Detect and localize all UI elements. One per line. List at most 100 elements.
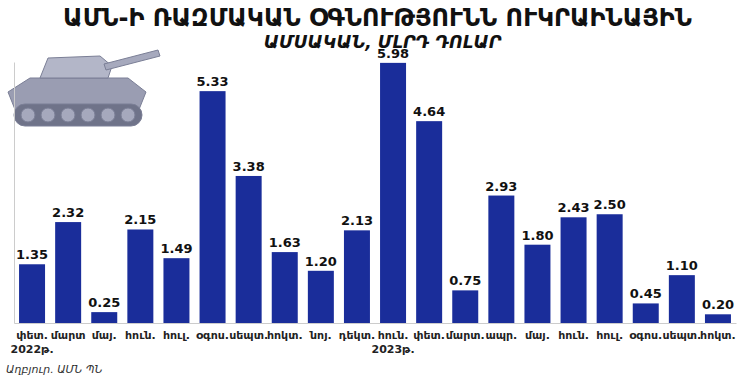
x-tick-label: ապր. — [485, 329, 517, 342]
x-tick-label: փետ.2022թ. — [10, 329, 53, 356]
tank-wheel — [41, 108, 55, 122]
x-tick: նոյ. — [309, 329, 332, 342]
x-tick-label-line: 2022թ. — [10, 343, 53, 356]
x-tick-label-line: հուն. — [378, 329, 409, 342]
bar — [416, 121, 442, 323]
x-tick: հուն. — [125, 329, 156, 342]
x-tick-label-line: ապր. — [485, 329, 517, 342]
tank-barrel — [104, 50, 160, 70]
bar — [19, 264, 45, 323]
x-tick-label-line: սեպտ. — [662, 329, 701, 342]
x-tick-label: հուն. — [125, 329, 156, 342]
x-tick-label-line: մայ. — [92, 329, 117, 342]
x-tick-label: օգոս. — [196, 329, 229, 342]
y-axis — [14, 63, 15, 324]
x-tick: օգոս. — [196, 329, 229, 342]
title: ԱՄՆ-Ի ՌԱԶՄԱԿԱՆ ՕԳՆՈՒԹՅՈՒՆՆ ՈՒԿՐԱԻՆԱՅԻՆ — [63, 4, 692, 32]
data-label: 2.13 — [341, 213, 373, 228]
bar — [272, 252, 298, 323]
x-axis-line — [15, 323, 737, 324]
x-tick-label: մայ. — [525, 329, 550, 342]
x-axis: փետ.2022թ.մարտմայ.հուն.հուլ.օգոս.սեպտ.հո… — [10, 324, 736, 356]
x-tick-label-line: հուլ. — [163, 329, 190, 342]
x-tick-label: հուն. — [558, 329, 589, 342]
x-tick-label: մայ. — [92, 329, 117, 342]
data-label: 4.64 — [413, 104, 445, 119]
data-label: 3.38 — [233, 159, 265, 174]
x-tick-label-line: մարտ. — [446, 329, 485, 342]
x-tick-label-line: հուն. — [558, 329, 589, 342]
bar — [55, 222, 81, 323]
x-tick: դեկտ. — [339, 329, 375, 342]
x-tick-label-line: մարտ — [51, 329, 86, 342]
data-label: 5.98 — [377, 46, 409, 61]
x-tick-label: հոկտ. — [700, 329, 736, 342]
x-tick-label-line: հոկտ. — [700, 329, 736, 342]
x-tick-label: հուլ. — [596, 329, 623, 342]
data-label: 1.20 — [305, 254, 337, 269]
x-tick: փետ.2022թ. — [10, 329, 53, 356]
bar — [380, 63, 406, 323]
data-label: 0.75 — [449, 273, 481, 288]
data-label: 2.93 — [485, 179, 517, 194]
x-tick: սեպտ. — [662, 329, 701, 342]
bar — [488, 196, 514, 323]
data-label: 1.10 — [666, 258, 698, 273]
bar — [163, 258, 189, 323]
x-tick-label-line: դեկտ. — [339, 329, 375, 342]
tank-wheel — [21, 108, 35, 122]
data-label: 5.33 — [197, 74, 229, 89]
bar — [705, 314, 731, 323]
data-label: 0.20 — [702, 297, 734, 312]
x-tick-label-line: օգոս. — [629, 329, 662, 342]
bar — [236, 176, 262, 323]
x-tick-label: մարտ — [51, 329, 86, 342]
x-tick: մարտ — [51, 329, 86, 342]
x-tick-label: սեպտ. — [229, 329, 268, 342]
x-tick-label: փետ. — [413, 329, 445, 342]
tank-track — [14, 104, 142, 126]
x-tick-label: օգոս. — [629, 329, 662, 342]
data-label: 2.32 — [52, 205, 84, 220]
x-tick-label: դեկտ. — [339, 329, 375, 342]
x-tick-label-line: օգոս. — [196, 329, 229, 342]
x-tick-label: սեպտ. — [662, 329, 701, 342]
bar — [561, 217, 587, 323]
y-axis-line — [14, 63, 15, 324]
x-tick-label: հոկտ. — [267, 329, 303, 342]
data-label: 1.49 — [160, 241, 192, 256]
data-label: 2.43 — [558, 200, 590, 215]
data-label: 1.63 — [269, 235, 301, 250]
source: Աղբյուր. ԱՄՆ ՊՆ — [6, 363, 103, 376]
x-tick-label-line: սեպտ. — [229, 329, 268, 342]
data-label: 1.80 — [521, 228, 553, 243]
x-tick-label-line: նոյ. — [309, 329, 332, 342]
tank-wheel — [121, 108, 135, 122]
x-tick-label-line: փետ. — [413, 329, 445, 342]
x-tick-label: հուլ. — [163, 329, 190, 342]
data-label: 0.45 — [630, 286, 662, 301]
x-tick-label-line: 2023թ. — [371, 343, 414, 356]
tank-icon — [8, 50, 160, 126]
x-tick: օգոս. — [629, 329, 662, 342]
bar — [669, 275, 695, 323]
tank-wheel — [101, 108, 115, 122]
bar — [308, 271, 334, 323]
tank-wheel — [81, 108, 95, 122]
data-label: 0.25 — [88, 295, 120, 310]
bar — [91, 312, 117, 323]
x-tick: փետ. — [413, 329, 445, 342]
x-tick: հուլ. — [163, 329, 190, 342]
chart: ԱՄՆ-Ի ՌԱԶՄԱԿԱՆ ՕԳՆՈՒԹՅՈՒՆՆ ՈՒԿՐԱԻՆԱՅԻՆԱՄ… — [0, 0, 745, 381]
data-label: 1.35 — [16, 247, 48, 262]
x-tick-label-line: մայ. — [525, 329, 550, 342]
x-tick-label: մարտ. — [446, 329, 485, 342]
data-label: 2.50 — [594, 197, 626, 212]
bar — [597, 214, 623, 323]
bar — [452, 290, 478, 323]
x-tick: մայ. — [92, 329, 117, 342]
bars — [19, 63, 731, 323]
tank-turret — [40, 56, 112, 78]
x-tick: մայ. — [525, 329, 550, 342]
x-tick: ապր. — [485, 329, 517, 342]
